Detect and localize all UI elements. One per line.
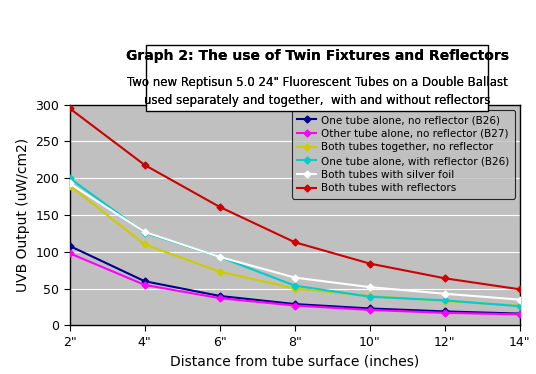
X-axis label: Distance from tube surface (inches): Distance from tube surface (inches) xyxy=(170,354,420,368)
Text: used separately and together,  with and without reflectors: used separately and together, with and w… xyxy=(144,94,490,107)
Text: Graph 2: The use of Twin Fixtures and Reflectors: Graph 2: The use of Twin Fixtures and Re… xyxy=(126,49,509,63)
Y-axis label: UVB Output (uW/cm2): UVB Output (uW/cm2) xyxy=(16,138,30,292)
Text: Two new Reptisun 5.0 24" Fluorescent Tubes on a Double Ballast: Two new Reptisun 5.0 24" Fluorescent Tub… xyxy=(127,76,508,89)
FancyBboxPatch shape xyxy=(146,45,488,111)
Text: Graph 2: The use of Twin Fixtures and Reflectors: Graph 2: The use of Twin Fixtures and Re… xyxy=(126,49,509,63)
Legend: One tube alone, no reflector (B26), Other tube alone, no reflector (B27), Both t: One tube alone, no reflector (B26), Othe… xyxy=(292,110,515,199)
Text: used separately and together,  with and without reflectors: used separately and together, with and w… xyxy=(144,94,490,107)
Text: Two new Reptisun 5.0 24" Fluorescent Tubes on a Double Ballast: Two new Reptisun 5.0 24" Fluorescent Tub… xyxy=(127,76,508,89)
